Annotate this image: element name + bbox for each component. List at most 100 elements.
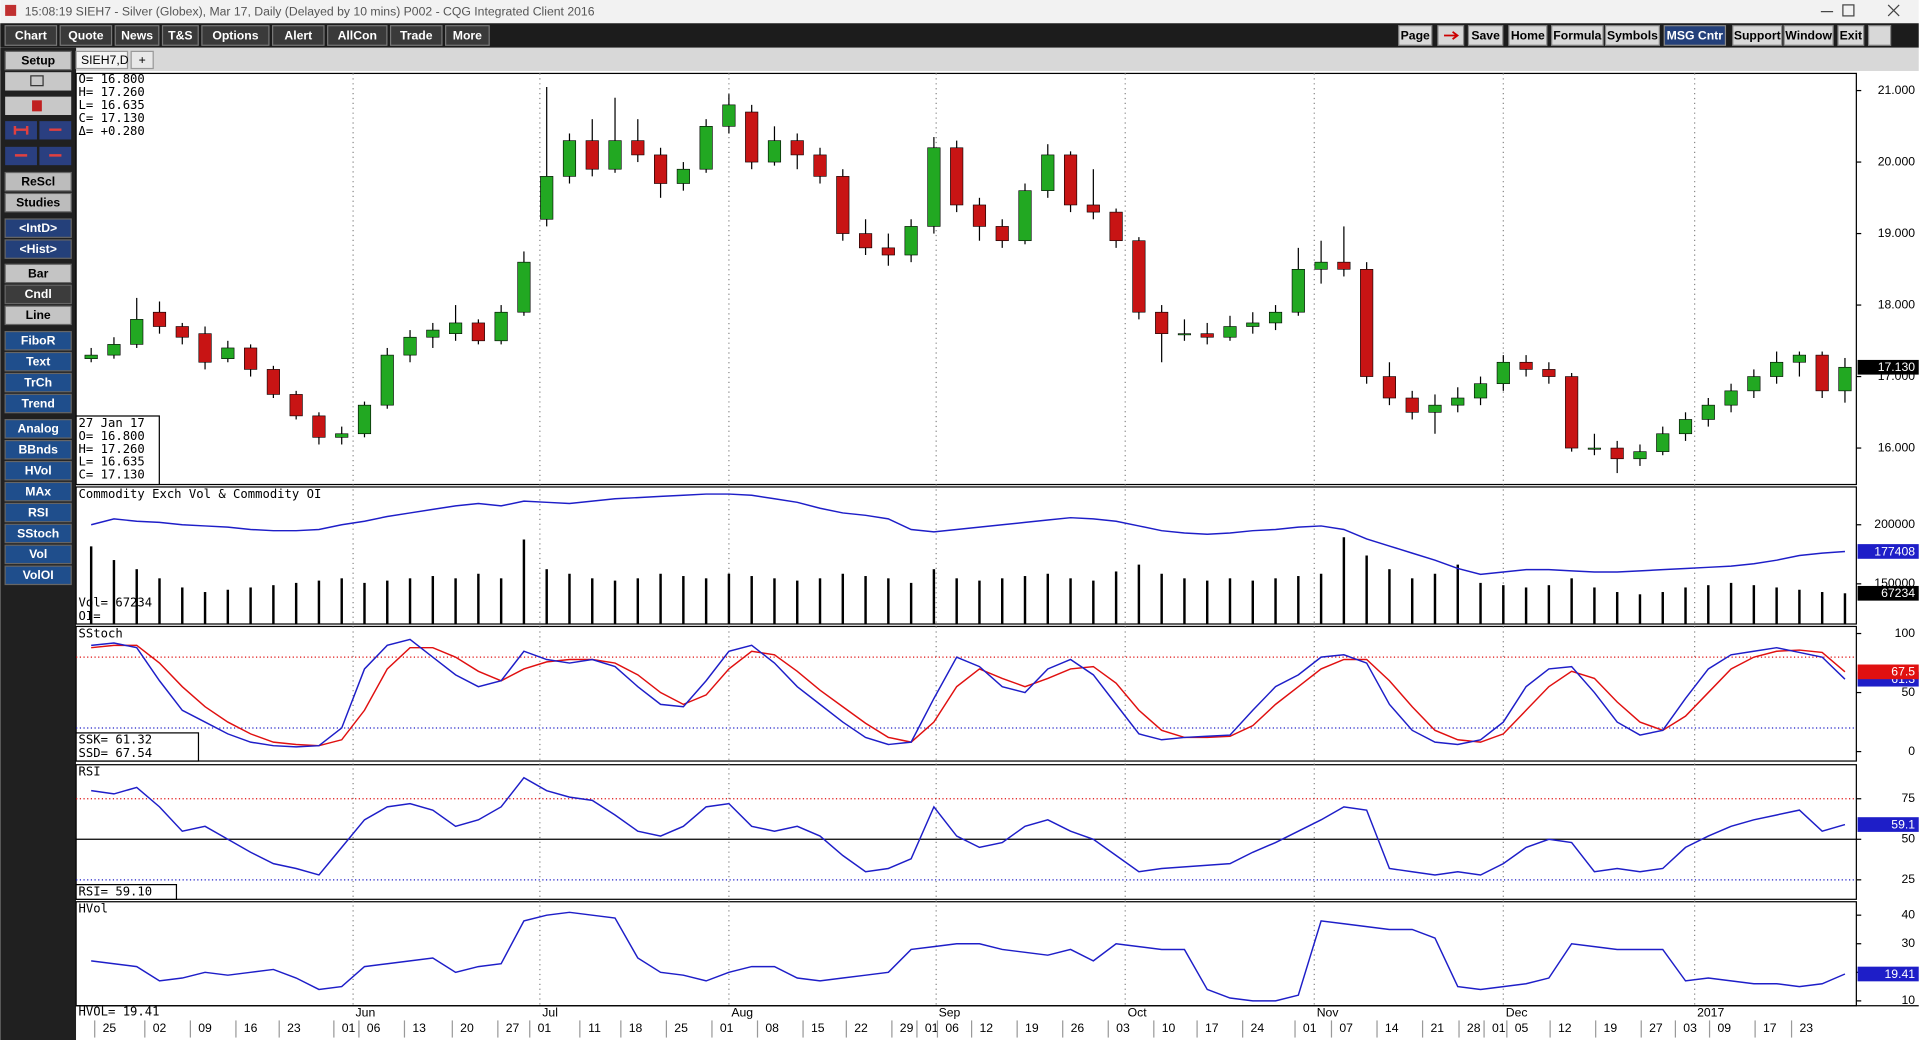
close[interactable]	[1887, 4, 1900, 17]
candle-body	[1200, 333, 1214, 338]
candle-body	[927, 147, 941, 227]
menu-button[interactable]	[201, 25, 270, 46]
side-button[interactable]	[4, 171, 72, 192]
menu-button[interactable]	[59, 25, 113, 46]
day-label: 22	[854, 1021, 868, 1035]
tab-add[interactable]	[130, 50, 154, 70]
candle-body	[859, 233, 873, 249]
oi-tag-text: 177408	[1874, 544, 1915, 558]
side-button[interactable]	[4, 305, 72, 326]
readout-box	[75, 884, 178, 900]
toolbar-button[interactable]	[1508, 25, 1548, 46]
candle-body	[471, 322, 485, 342]
tab[interactable]	[75, 50, 129, 70]
side-button[interactable]	[4, 523, 72, 544]
side-button[interactable]	[4, 330, 72, 351]
candle-body	[1086, 204, 1100, 213]
candle-body	[1109, 211, 1123, 242]
month-label: Nov	[1317, 1005, 1340, 1019]
candle-body	[1246, 322, 1260, 327]
toolbar-label: Exit	[1840, 28, 1862, 42]
readout: RSI	[79, 765, 101, 779]
side-label: SStoch	[17, 526, 59, 540]
day-label: 21	[1430, 1021, 1444, 1035]
candle-body	[380, 354, 394, 406]
candle-body	[449, 322, 463, 334]
side-button[interactable]	[4, 372, 72, 393]
candle-body	[426, 329, 440, 338]
day-label: 24	[1251, 1021, 1265, 1035]
title-bar	[0, 0, 1919, 24]
menu-button[interactable]	[161, 25, 199, 46]
candle-body	[1496, 361, 1510, 385]
candle-body	[289, 394, 303, 417]
print-button[interactable]	[5, 72, 72, 91]
side-button[interactable]	[4, 393, 72, 414]
candle-body	[1747, 376, 1761, 392]
nav-icons	[13, 126, 62, 157]
tab-label: SIEH7,D	[81, 53, 129, 67]
menu-button[interactable]	[4, 25, 58, 46]
toolbar-button[interactable]	[1837, 25, 1865, 46]
menu-button[interactable]	[327, 25, 388, 46]
toolbar-button[interactable]	[1783, 25, 1834, 46]
side-button[interactable]	[4, 565, 72, 586]
day-label: 07	[1339, 1021, 1353, 1035]
restore[interactable]	[1842, 4, 1855, 17]
day-label: 09	[198, 1021, 212, 1035]
candle-body	[654, 154, 668, 184]
minimize[interactable]	[1820, 11, 1834, 13]
candle-body	[1405, 397, 1419, 413]
side-button[interactable]	[4, 460, 72, 481]
side-button[interactable]	[4, 192, 72, 213]
month-label: Jun	[356, 1005, 376, 1019]
y-tick-label: 50	[1901, 832, 1915, 846]
panel-frame	[75, 72, 1857, 486]
menu-button[interactable]	[389, 25, 443, 46]
toolbar-label: MSG Cntr	[1667, 28, 1724, 42]
side-button[interactable]	[4, 544, 72, 565]
y-tick-label: 40	[1901, 907, 1915, 921]
side-button[interactable]	[4, 419, 72, 439]
day-label: 01	[1492, 1021, 1506, 1035]
side-button[interactable]	[4, 502, 72, 523]
side-button[interactable]	[4, 239, 72, 259]
candle-body	[1314, 261, 1328, 270]
toolbar-button[interactable]	[1732, 25, 1783, 46]
month-label: 2017	[1697, 1005, 1724, 1019]
candle-body	[1678, 419, 1693, 435]
side-button[interactable]	[4, 284, 72, 305]
day-label: 17	[1205, 1021, 1219, 1035]
candle-body	[517, 261, 531, 313]
side-button[interactable]	[4, 218, 72, 238]
day-label: 28	[1467, 1021, 1481, 1035]
toolbar-button[interactable]	[1467, 25, 1504, 46]
y-tick-label: 100	[1895, 626, 1916, 640]
readout: RSI= 59.10	[79, 884, 153, 898]
menu-button[interactable]	[114, 25, 160, 46]
toolbar-label: Support	[1734, 28, 1781, 42]
menu-button[interactable]	[445, 25, 490, 46]
side-button[interactable]	[4, 439, 72, 460]
readout: Vol= 67234	[79, 596, 153, 610]
side-button[interactable]	[4, 50, 72, 71]
toolbar-button[interactable]	[1663, 25, 1727, 46]
side-button[interactable]	[4, 351, 72, 372]
day-label: 09	[1717, 1021, 1731, 1035]
menu-button[interactable]	[271, 25, 325, 46]
rsi-tag	[1857, 817, 1919, 832]
ssk-line	[91, 638, 1846, 748]
side-label: Setup	[21, 53, 55, 67]
toolbar-button[interactable]	[1551, 25, 1604, 46]
day-label: 16	[244, 1021, 258, 1035]
readout: SSK= 61.32	[79, 733, 153, 747]
toolbar-button[interactable]	[1604, 25, 1660, 46]
side-button[interactable]	[4, 481, 72, 502]
window-button[interactable]	[1867, 25, 1892, 46]
toolbar-button[interactable]	[1398, 25, 1433, 46]
last-price-tag	[1857, 359, 1919, 375]
side-button[interactable]	[4, 263, 72, 284]
day-label: 01	[925, 1021, 939, 1035]
candle-body	[1587, 447, 1601, 450]
